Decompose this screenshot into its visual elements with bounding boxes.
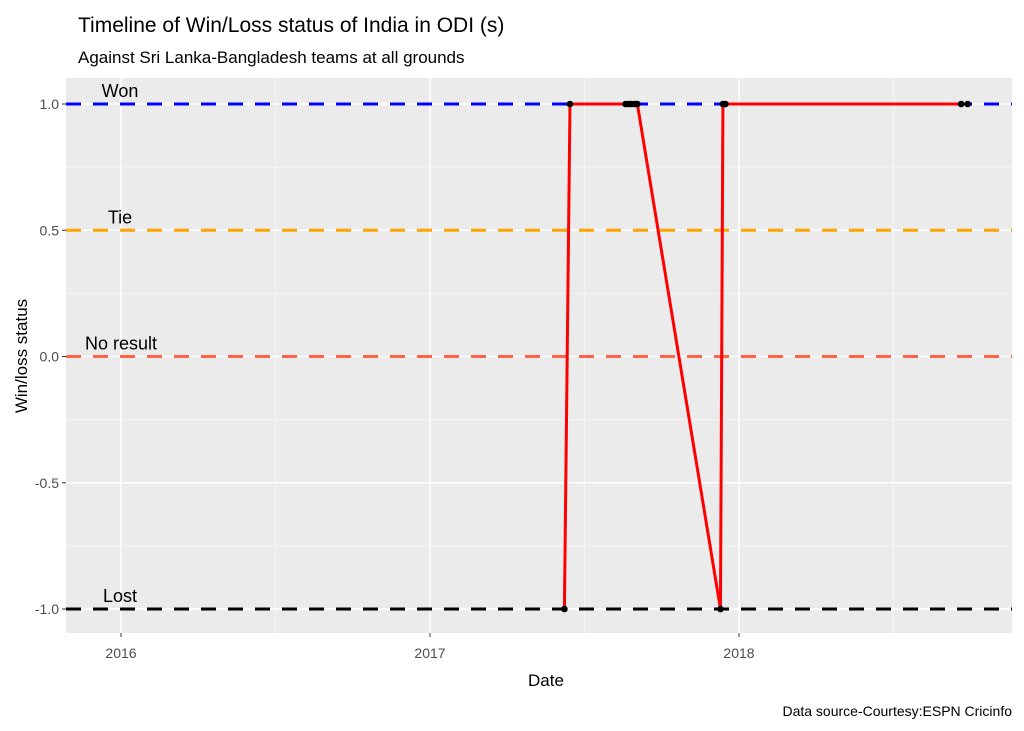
data-point	[634, 100, 641, 108]
reference-label: Won	[102, 81, 139, 101]
chart-title: Timeline of Win/Loss status of India in …	[78, 14, 504, 37]
y-axis-label: Win/loss status	[12, 299, 31, 413]
data-point	[566, 100, 574, 108]
reference-label: No result	[85, 334, 157, 354]
data-point	[561, 605, 568, 613]
y-tick-label: -0.5	[35, 475, 59, 491]
y-tick-label: -1.0	[35, 601, 59, 617]
x-axis-label: Date	[528, 671, 564, 690]
reference-label: Lost	[103, 586, 137, 606]
x-tick-label: 2018	[723, 645, 754, 661]
y-tick-label: 1.0	[40, 96, 60, 112]
x-tick-label: 2017	[414, 645, 445, 661]
x-tick-label: 2016	[105, 645, 136, 661]
chart-subtitle: Against Sri Lanka-Bangladesh teams at al…	[78, 48, 465, 67]
data-point	[717, 605, 724, 613]
data-point	[964, 100, 971, 108]
data-point	[957, 100, 965, 108]
y-tick-label: 0.5	[40, 222, 60, 238]
reference-label: Tie	[108, 207, 132, 227]
caption: Data source-Courtesy:ESPN Cricinfo	[782, 703, 1012, 719]
y-tick-label: 0.0	[40, 349, 60, 365]
data-point	[722, 100, 729, 108]
